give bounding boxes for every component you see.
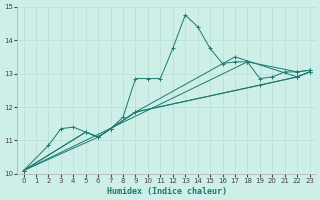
X-axis label: Humidex (Indice chaleur): Humidex (Indice chaleur) — [107, 187, 227, 196]
